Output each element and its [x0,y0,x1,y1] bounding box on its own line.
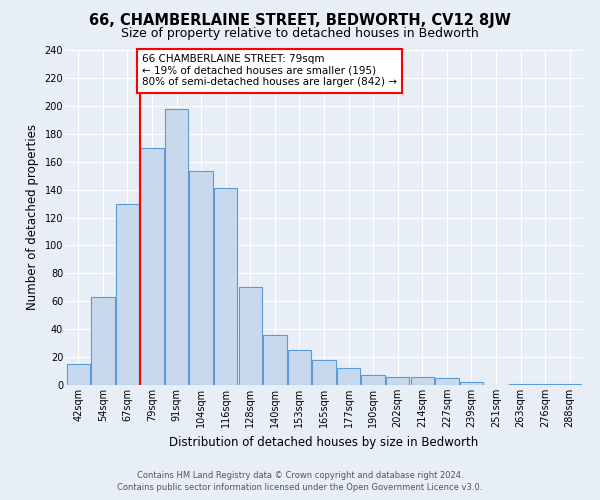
X-axis label: Distribution of detached houses by size in Bedworth: Distribution of detached houses by size … [169,436,479,448]
Text: Size of property relative to detached houses in Bedworth: Size of property relative to detached ho… [121,28,479,40]
Bar [91,297,115,385]
Bar [190,172,213,385]
Bar [288,350,311,385]
Bar [435,378,458,385]
Bar [140,148,164,385]
Bar [337,368,360,385]
Text: 66, CHAMBERLAINE STREET, BEDWORTH, CV12 8JW: 66, CHAMBERLAINE STREET, BEDWORTH, CV12 … [89,12,511,28]
Bar [386,376,409,385]
Bar [67,364,90,385]
Text: 66 CHAMBERLAINE STREET: 79sqm
← 19% of detached houses are smaller (195)
80% of : 66 CHAMBERLAINE STREET: 79sqm ← 19% of d… [142,54,397,88]
Bar [263,335,287,385]
Bar [165,108,188,385]
Bar [410,376,434,385]
Bar [533,384,557,385]
Bar [313,360,335,385]
Bar [214,188,238,385]
Text: Contains HM Land Registry data © Crown copyright and database right 2024.
Contai: Contains HM Land Registry data © Crown c… [118,471,482,492]
Bar [239,288,262,385]
Bar [116,204,139,385]
Bar [558,384,581,385]
Bar [460,382,483,385]
Bar [361,375,385,385]
Y-axis label: Number of detached properties: Number of detached properties [26,124,39,310]
Bar [509,384,532,385]
